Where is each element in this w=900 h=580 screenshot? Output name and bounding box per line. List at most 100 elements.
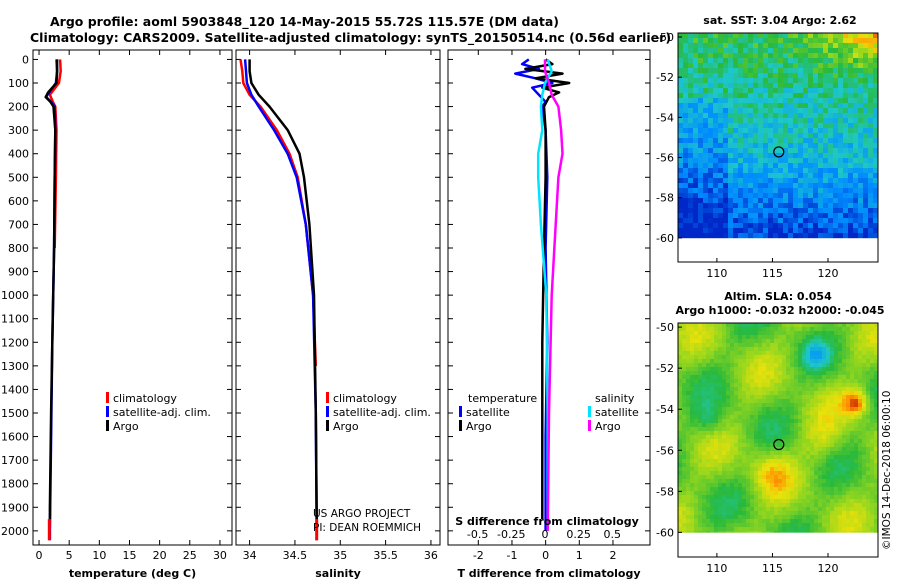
sla-cell [754, 519, 759, 524]
sla-cell [794, 427, 799, 432]
sla-cell [758, 443, 763, 448]
sst-cell [828, 58, 834, 64]
sla-cell [806, 355, 811, 360]
sla-cell [810, 367, 815, 372]
sla-cell [794, 495, 799, 500]
sst-cell [738, 228, 744, 234]
sla-cell [678, 451, 683, 456]
sla-cell [846, 423, 851, 428]
sst-cell [763, 228, 769, 234]
sla-cell [810, 447, 815, 452]
sla-cell [798, 331, 803, 336]
sla-cell [766, 451, 771, 456]
sla-cell [710, 399, 715, 404]
sla-cell [794, 503, 799, 508]
sla-cell [678, 491, 683, 496]
sla-cell [786, 435, 791, 440]
sla-cell [750, 395, 755, 400]
sla-cell [866, 423, 871, 428]
sla-cell [870, 471, 875, 476]
sla-cell [694, 491, 699, 496]
sst-cell [813, 153, 819, 159]
sla-cell [806, 499, 811, 504]
sla-cell [786, 491, 791, 496]
sla-cell [774, 379, 779, 384]
sst-cell [688, 43, 694, 49]
sla-cell [846, 519, 851, 524]
sst-cell [703, 228, 709, 234]
sla-cell [834, 459, 839, 464]
sla-cell [854, 335, 859, 340]
sla-cell [798, 395, 803, 400]
sla-cell [762, 327, 767, 332]
sla-cell [694, 427, 699, 432]
sla-cell [730, 527, 735, 532]
sla-cell [854, 339, 859, 344]
sla-cell [734, 447, 739, 452]
salinity-frame [235, 49, 441, 546]
sla-cell [778, 331, 783, 336]
sla-cell [714, 387, 719, 392]
sla-cell [806, 435, 811, 440]
sla-cell [830, 451, 835, 456]
sst-cell [713, 163, 719, 169]
sla-cell [786, 351, 791, 356]
sla-cell [846, 387, 851, 392]
sst-cell [823, 228, 829, 234]
sla-cell [838, 431, 843, 436]
sla-cell [818, 423, 823, 428]
sla-cell [786, 447, 791, 452]
sla-cell [750, 363, 755, 368]
sst-cell [763, 93, 769, 99]
sst-cell [743, 218, 749, 224]
sst-cell [718, 178, 724, 184]
sst-cell [773, 58, 779, 64]
sla-cell [822, 367, 827, 372]
sla-cell [786, 495, 791, 500]
sst-cell [693, 113, 699, 119]
sla-cell [858, 423, 863, 428]
sla-cell [874, 515, 879, 520]
sst-cell [813, 128, 819, 134]
sla-cell [754, 367, 759, 372]
sst-cell [788, 83, 794, 89]
sla-cell [790, 515, 795, 520]
sla-cell [854, 375, 859, 380]
sla-cell [762, 487, 767, 492]
sst-cell [818, 63, 824, 69]
sla-cell [822, 511, 827, 516]
sla-cell [782, 351, 787, 356]
sla-cell [754, 515, 759, 520]
sst-cell [788, 143, 794, 149]
sla-cell [782, 459, 787, 464]
sla-cell [826, 467, 831, 472]
sla-cell [754, 355, 759, 360]
sst-cell [698, 173, 704, 179]
sst-cell [813, 178, 819, 184]
sla-cell [818, 483, 823, 488]
sst-cell [753, 98, 759, 104]
sla-cell [842, 423, 847, 428]
sst-cell [798, 93, 804, 99]
sla-cell [850, 391, 855, 396]
sst-cell [848, 93, 854, 99]
sla-cell [758, 339, 763, 344]
sst-cell [863, 68, 869, 74]
sla-cell [722, 347, 727, 352]
sst-cell [813, 53, 819, 59]
sla-cell [694, 431, 699, 436]
sla-cell [726, 495, 731, 500]
sst-cell [708, 213, 714, 219]
sla-cell [842, 323, 847, 328]
sla-cell [838, 419, 843, 424]
sla-cell [858, 419, 863, 424]
sla-cell [790, 435, 795, 440]
sla-cell [766, 395, 771, 400]
sla-cell [846, 335, 851, 340]
sst-cell [863, 108, 869, 114]
sst-cell [828, 203, 834, 209]
sst-cell [853, 173, 859, 179]
sst-cell [718, 193, 724, 199]
sla-cell [722, 435, 727, 440]
sst-cell [688, 123, 694, 129]
